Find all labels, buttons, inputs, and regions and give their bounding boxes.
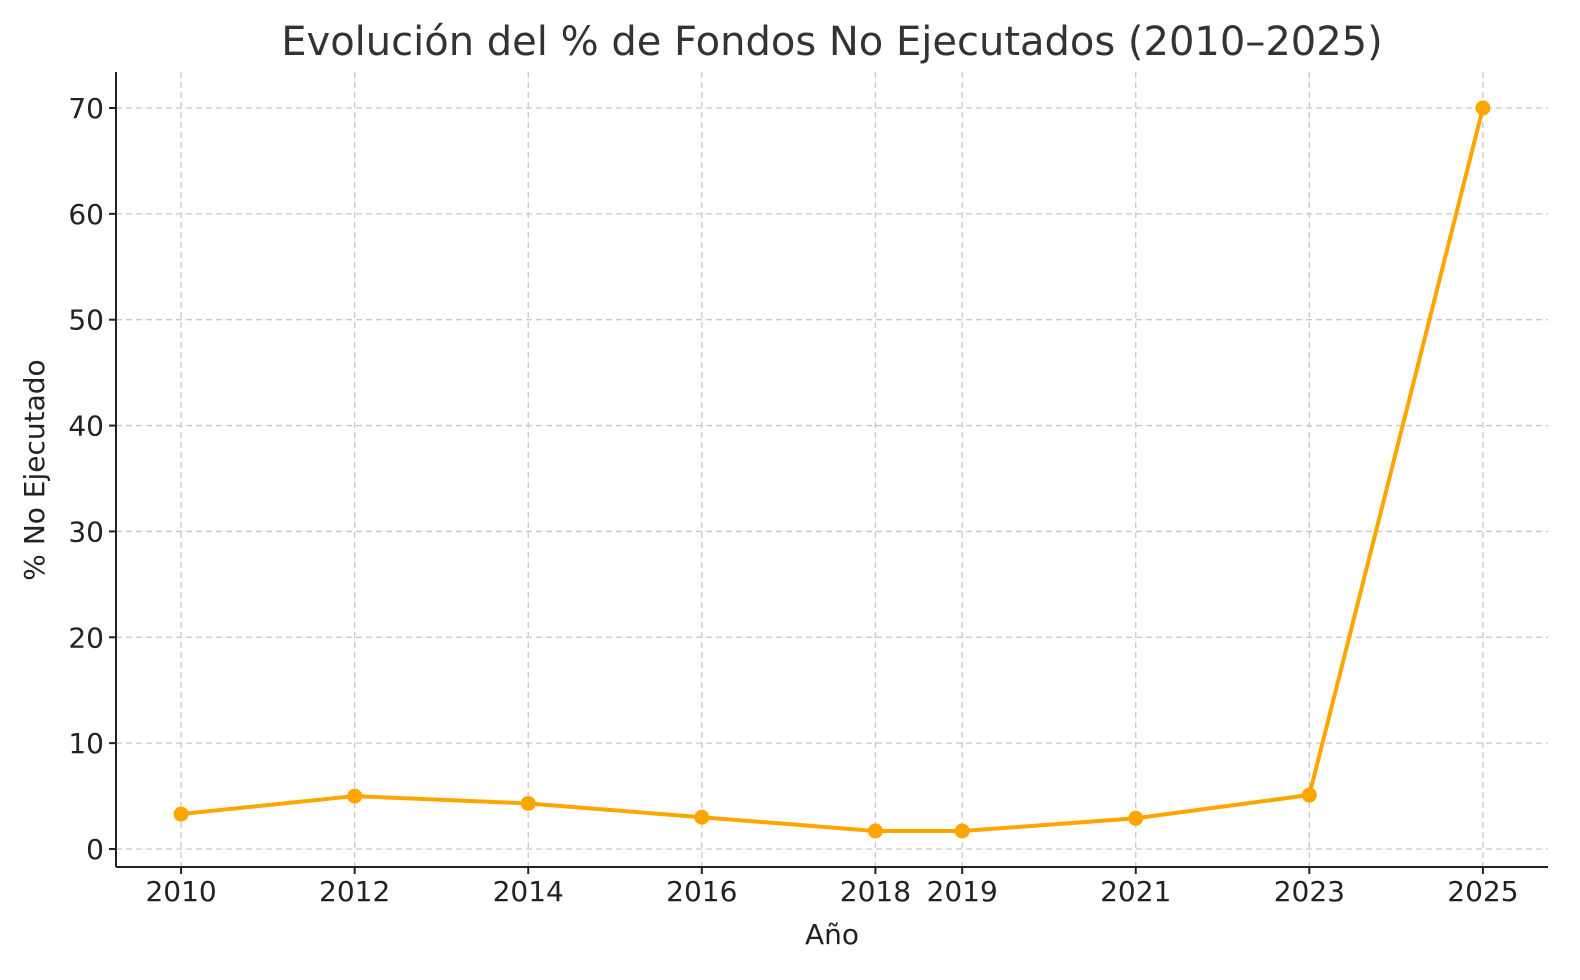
ticks: 2010 2012 2014 2016 2018 2019 2021 2023 2025 0 10 2…	[68, 92, 1518, 908]
x-tick-label: 2025	[1447, 875, 1518, 908]
chart-title: Evolución del % de Fondos No Ejecutados …	[281, 19, 1382, 65]
x-tick-label: 2021	[1100, 875, 1171, 908]
data-point	[347, 788, 363, 804]
y-axis-label: % No Ejecutado	[18, 359, 51, 580]
x-tick-label: 2012	[319, 875, 390, 908]
grid	[116, 72, 1548, 867]
y-tick-label: 30	[68, 515, 104, 548]
data-point	[694, 809, 710, 825]
y-tick-label: 70	[68, 92, 104, 125]
data-point	[1128, 810, 1144, 826]
series	[173, 100, 1491, 839]
data-point	[173, 806, 189, 822]
x-tick-label: 2016	[666, 875, 737, 908]
y-tick-label: 40	[68, 410, 104, 443]
y-tick-label: 0	[86, 833, 104, 866]
x-tick-label: 2010	[145, 875, 216, 908]
x-tick-label: 2014	[493, 875, 564, 908]
axes	[115, 72, 1548, 868]
y-tick-label: 20	[68, 621, 104, 654]
x-tick-label: 2023	[1274, 875, 1345, 908]
data-point	[1301, 787, 1317, 803]
data-point	[954, 823, 970, 839]
data-point	[1475, 100, 1491, 116]
y-tick-label: 10	[68, 727, 104, 760]
series-line	[179, 105, 1485, 834]
data-point	[867, 823, 883, 839]
y-tick-label: 50	[68, 304, 104, 337]
data-point	[520, 795, 536, 811]
x-axis-label: Año	[805, 918, 859, 951]
x-tick-label: 2019	[927, 875, 998, 908]
x-tick-label: 2018	[840, 875, 911, 908]
y-tick-label: 60	[68, 198, 104, 231]
